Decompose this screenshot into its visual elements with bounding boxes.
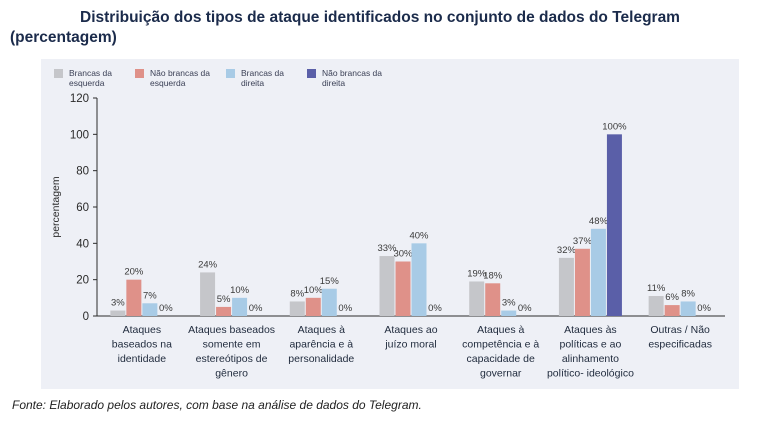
data-label: 40% — [409, 230, 429, 241]
data-label: 8% — [681, 288, 695, 299]
bar-chart: 020406080100120percentagem3%20%7%0%Ataqu… — [50, 68, 725, 380]
bar — [142, 303, 158, 316]
bar — [232, 297, 248, 316]
bar — [200, 272, 216, 316]
legend-swatch — [54, 69, 63, 78]
legend-label: Brancas da — [241, 68, 284, 78]
chart-title-line-1: Distribuição dos tipos de ataque identif… — [80, 9, 680, 26]
x-tick-label: governar — [480, 368, 522, 380]
bar — [648, 296, 664, 316]
data-label: 3% — [111, 298, 125, 309]
data-label: 0% — [428, 303, 442, 314]
x-tick-label: especificadas — [648, 339, 712, 351]
chart-title: Distribuição dos tipos de ataque identif… — [10, 8, 710, 48]
bar — [590, 228, 606, 316]
data-label: 10% — [230, 285, 250, 296]
x-tick-label: estereótipos de — [196, 353, 268, 365]
bar — [664, 305, 680, 316]
legend-swatch — [307, 69, 316, 78]
chart-panel: 0 20 40 60 80 100 120 percentagem 3% 20% 7% 0% Ataqu… — [41, 59, 739, 389]
x-tick-label: gênero — [215, 368, 248, 380]
data-label: 8% — [290, 288, 304, 299]
x-tick-label: Ataques — [123, 324, 162, 336]
data-label: 20% — [124, 267, 144, 278]
y-tick-label: 20 — [76, 275, 89, 287]
bar — [321, 288, 337, 316]
bar — [574, 248, 590, 316]
data-label: 0% — [249, 303, 263, 314]
data-label: 5% — [217, 294, 231, 305]
y-tick-label: 100 — [70, 129, 89, 141]
legend-label: direita — [241, 78, 264, 88]
x-tick-label: juízo moral — [384, 339, 436, 351]
bar — [395, 261, 411, 316]
x-tick-label: somente em — [203, 339, 261, 351]
data-label: 6% — [665, 292, 679, 303]
y-tick-label: 80 — [76, 166, 89, 178]
data-label: 24% — [198, 259, 218, 270]
data-label: 18% — [483, 270, 503, 281]
data-label: 48% — [589, 216, 609, 227]
legend-label: direita — [322, 78, 345, 88]
data-label: 100% — [602, 121, 627, 132]
legend-label: esquerda — [150, 78, 186, 88]
y-tick-label: 60 — [76, 202, 89, 214]
data-label: 0% — [338, 303, 352, 314]
data-label: 19% — [467, 268, 487, 279]
bar — [379, 256, 395, 316]
bar — [411, 243, 427, 316]
legend-label: Não brancas da — [322, 68, 382, 78]
x-tick-label: aparência e à — [289, 339, 353, 351]
x-tick-label: Outras / Não — [650, 324, 710, 336]
legend-swatch — [226, 69, 235, 78]
x-tick-label: Ataques ao — [384, 324, 437, 336]
bar — [110, 310, 126, 316]
bar — [558, 257, 574, 316]
data-label: 30% — [393, 249, 413, 260]
legend-label: Brancas da — [69, 68, 112, 78]
bar — [289, 301, 305, 316]
x-tick-label: identidade — [118, 353, 167, 365]
bar — [126, 279, 142, 316]
data-label: 11% — [647, 283, 666, 294]
data-label: 0% — [697, 303, 711, 314]
y-tick-label: 0 — [83, 311, 89, 323]
bar — [485, 283, 501, 316]
data-label: 15% — [320, 276, 340, 287]
data-label: 7% — [143, 290, 157, 301]
bar — [469, 281, 485, 316]
x-tick-label: Ataques à — [298, 324, 345, 336]
x-tick-label: baseados na — [112, 339, 172, 351]
data-label: 0% — [518, 303, 532, 314]
chart-title-line-2: (percentagem) — [10, 29, 117, 46]
x-tick-label: políticas e ao — [559, 339, 621, 351]
legend-label: esquerda — [69, 78, 105, 88]
bar — [606, 134, 622, 316]
x-tick-label: capacidade de — [467, 353, 535, 365]
x-tick-label: competência e à — [462, 339, 539, 351]
x-tick-label: Ataques à — [477, 324, 524, 336]
legend-label: Não brancas da — [150, 68, 210, 78]
data-label: 33% — [377, 243, 397, 254]
x-tick-label: Ataques às — [564, 324, 617, 336]
data-label: 32% — [557, 245, 577, 256]
legend-swatch — [135, 69, 144, 78]
source-note: Fonte: Elaborado pelos autores, com base… — [12, 398, 422, 412]
y-tick-label: 120 — [70, 93, 89, 105]
bar — [305, 297, 321, 316]
bar — [216, 306, 232, 316]
x-tick-label: alinhamento — [562, 353, 619, 365]
x-tick-label: personalidade — [288, 353, 354, 365]
y-axis-label: percentagem — [50, 176, 62, 238]
bar — [680, 301, 696, 316]
data-label: 37% — [573, 236, 593, 247]
data-label: 10% — [304, 285, 324, 296]
x-tick-label: Ataques baseados — [188, 324, 275, 336]
bar — [501, 310, 517, 316]
y-tick-label: 40 — [76, 238, 89, 250]
data-label: 3% — [502, 298, 516, 309]
x-tick-label: político- ideológico — [547, 368, 634, 380]
data-label: 0% — [159, 303, 173, 314]
